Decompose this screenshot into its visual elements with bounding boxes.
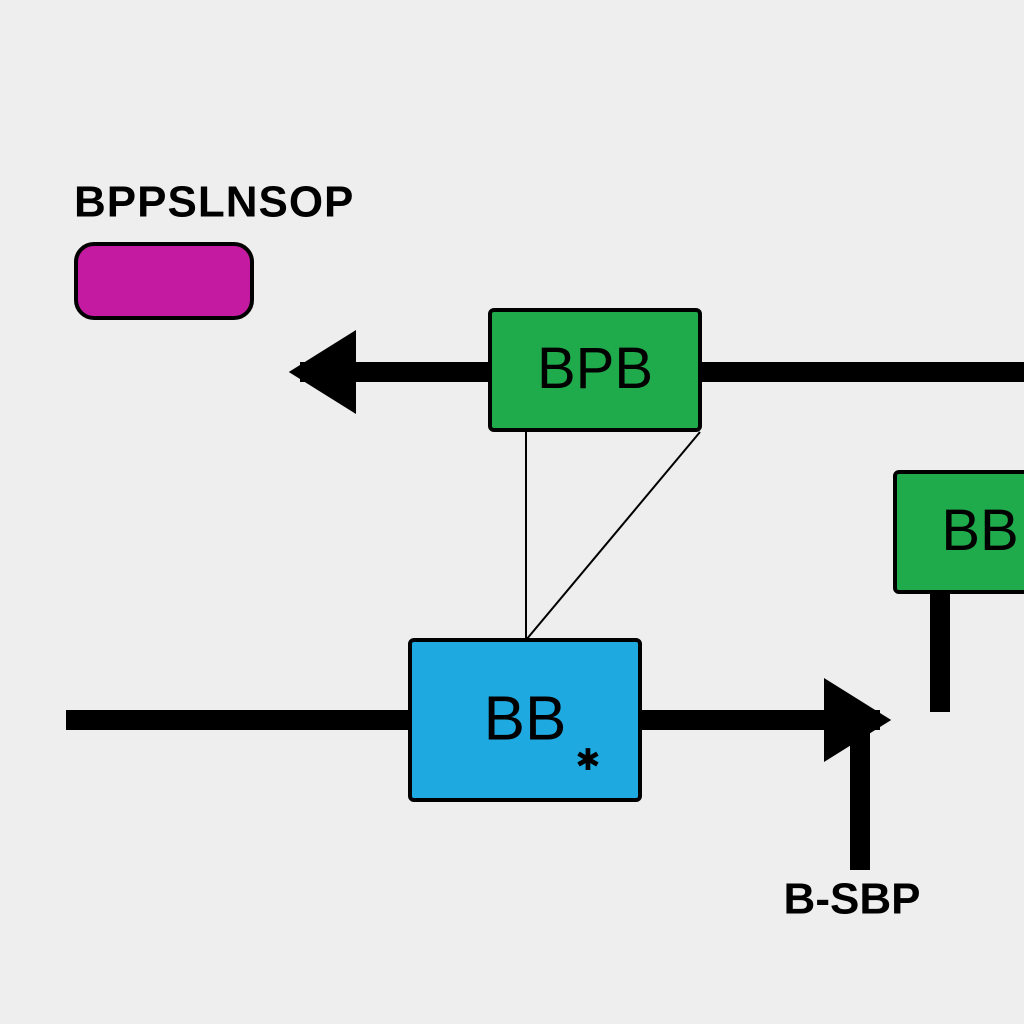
- diagram-caption: B-SBP: [784, 875, 921, 924]
- diagram-canvas: BPBBBBB✱BPPSLNSOPB-SBP: [0, 0, 1024, 1024]
- diagram-background: [0, 0, 1024, 1024]
- node-magenta: [76, 244, 252, 318]
- node-label-blue: BB: [484, 684, 567, 753]
- diagram-title: BPPSLNSOP: [74, 178, 354, 227]
- node-label-green-top: BPB: [537, 336, 653, 401]
- decoration-asterisk-icon: ✱: [575, 744, 600, 777]
- node-label-green-right: BB: [941, 498, 1018, 563]
